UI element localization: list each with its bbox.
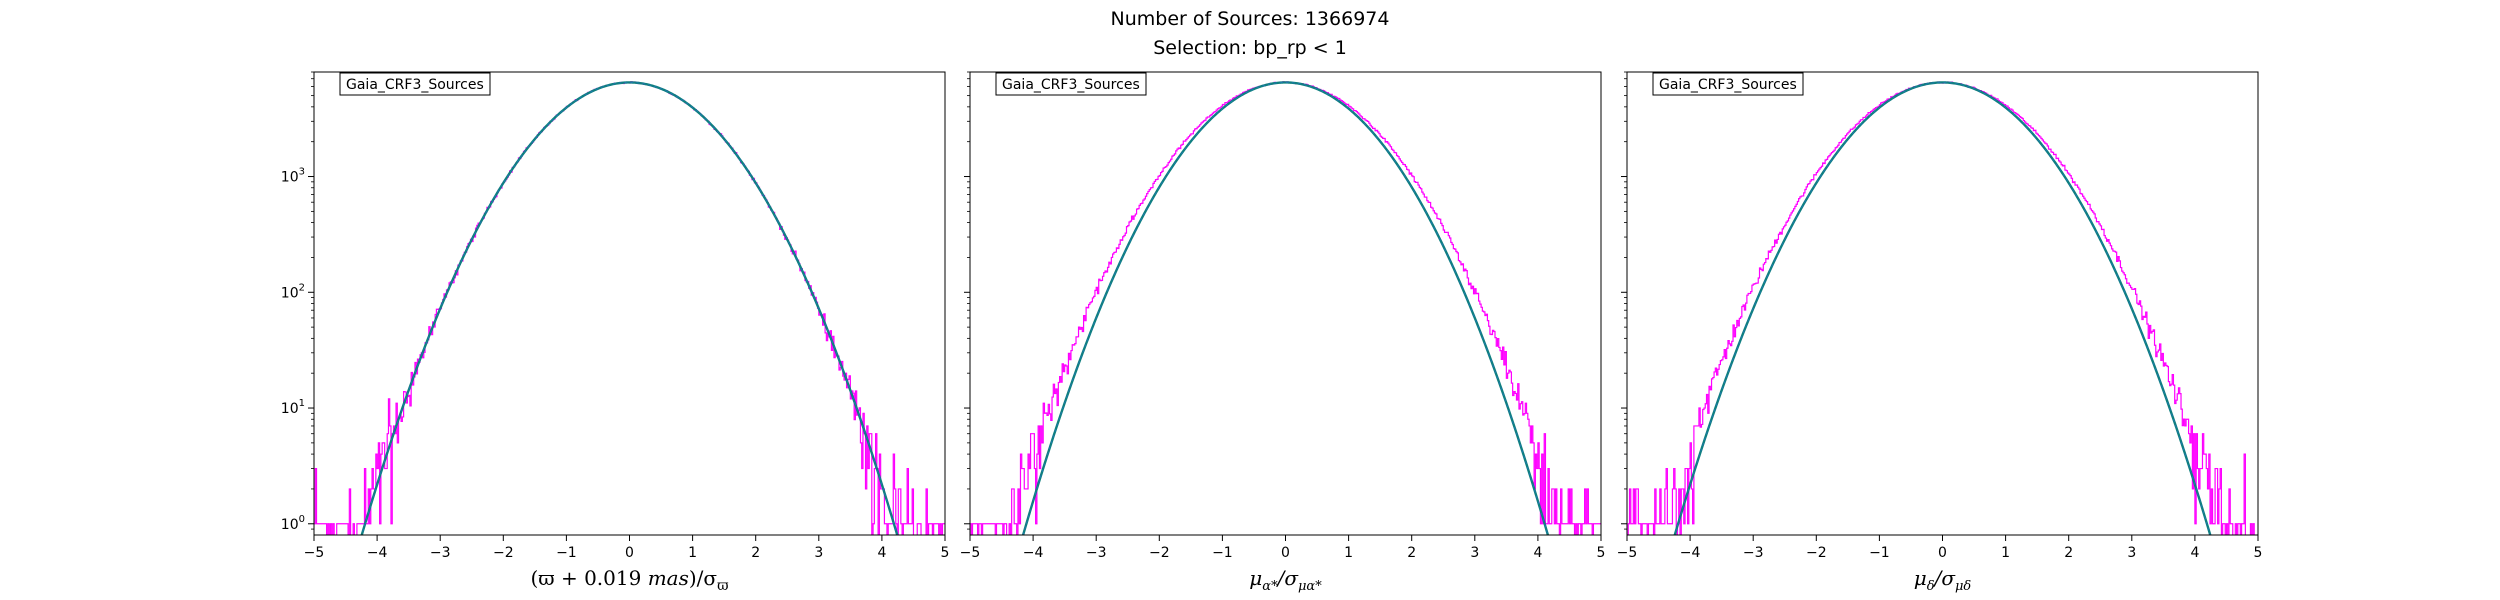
x-tick-label: −3 bbox=[430, 545, 451, 561]
fit-curve bbox=[1673, 81, 2212, 535]
tick-marks: −5 −4 −3 −2 −1 0 1 2 3 4 5 bbox=[960, 71, 1606, 561]
axes-frame bbox=[313, 71, 946, 536]
fit-curve-overlay bbox=[1674, 82, 2211, 535]
y-tick-label: 102 bbox=[281, 282, 305, 301]
x-label-mid: /σ bbox=[1276, 566, 1300, 590]
x-tick-label: −5 bbox=[304, 545, 325, 561]
x-tick-label: 3 bbox=[814, 545, 823, 561]
x-label-sub-2: μδ bbox=[1955, 579, 1971, 594]
x-tick-label: 1 bbox=[2001, 545, 2010, 561]
y-tick-label: 101 bbox=[281, 398, 305, 417]
histogram-series bbox=[970, 81, 1601, 535]
x-label-unit: mas bbox=[648, 566, 689, 590]
panel-pmra: −5 −4 −3 −2 −1 0 1 2 3 4 5 Gaia_CRF3_Sources μα*/σ… bbox=[960, 71, 1606, 594]
x-tick-label: 2 bbox=[751, 545, 760, 561]
x-axis-label: μα*/σμα* bbox=[1249, 566, 1322, 594]
x-label-mid: /σ bbox=[1933, 566, 1957, 590]
legend-label: Gaia_CRF3_Sources bbox=[1659, 77, 1797, 93]
x-axis-label: (ϖ + 0.019 mas)/σϖ bbox=[531, 566, 730, 594]
x-label-sub-1: δ bbox=[1927, 579, 1935, 594]
legend-box: Gaia_CRF3_Sources bbox=[995, 72, 1147, 96]
fit-curve bbox=[1021, 81, 1550, 535]
x-tick-label: −4 bbox=[1023, 545, 1044, 561]
x-tick-label: −3 bbox=[1086, 545, 1107, 561]
panel-pmdec: −5 −4 −3 −2 −1 0 1 2 3 4 5 Gaia_CRF3_Sources μδ/σμ… bbox=[1617, 71, 2263, 594]
y-tick-label: 103 bbox=[281, 167, 305, 186]
x-tick-label: 5 bbox=[1597, 545, 1606, 561]
fit-curve-overlay bbox=[361, 82, 898, 535]
fit-curve-overlay bbox=[1022, 82, 1549, 535]
x-label-subscript: ϖ bbox=[717, 578, 729, 594]
panel-parallax: −5 −4 −3 −2 −1 0 1 2 3 4 5 100 101 102 103 Gaia_CRF3_S… bbox=[281, 71, 950, 594]
x-tick-label: 2 bbox=[1407, 545, 1416, 561]
fit-curve bbox=[360, 81, 899, 535]
plot-area bbox=[970, 81, 1601, 535]
plot-area bbox=[1627, 81, 2255, 535]
x-tick-label: −1 bbox=[1869, 545, 1890, 561]
x-tick-label: 1 bbox=[1344, 545, 1353, 561]
x-tick-label: −2 bbox=[493, 545, 514, 561]
x-tick-label: −4 bbox=[367, 545, 388, 561]
clipped-plot bbox=[1627, 81, 2255, 535]
histogram-series bbox=[1627, 81, 2255, 535]
x-label-main: (ϖ + 0.019 bbox=[531, 566, 648, 590]
tick-marks: −5 −4 −3 −2 −1 0 1 2 3 4 5 100 101 102 103 bbox=[281, 71, 950, 561]
axes-frame bbox=[969, 71, 1602, 536]
x-label-sub-2: μα* bbox=[1298, 579, 1322, 594]
x-tick-label: 3 bbox=[1470, 545, 1479, 561]
x-tick-label: 5 bbox=[941, 545, 950, 561]
x-tick-label: 1 bbox=[688, 545, 697, 561]
x-tick-label: −1 bbox=[556, 545, 577, 561]
x-tick-label: 3 bbox=[2127, 545, 2136, 561]
x-label-main: μ bbox=[1249, 566, 1262, 590]
x-tick-label: 5 bbox=[2254, 545, 2263, 561]
x-tick-label: −5 bbox=[1617, 545, 1638, 561]
legend-label: Gaia_CRF3_Sources bbox=[1002, 77, 1140, 93]
legend-frame bbox=[1652, 72, 1804, 96]
x-tick-label: −5 bbox=[960, 545, 981, 561]
tick-marks: −5 −4 −3 −2 −1 0 1 2 3 4 5 bbox=[1617, 71, 2263, 561]
legend-box: Gaia_CRF3_Sources bbox=[1652, 72, 1804, 96]
legend-frame bbox=[995, 72, 1147, 96]
x-axis-label: μδ/σμδ bbox=[1914, 566, 1972, 594]
legend-label: Gaia_CRF3_Sources bbox=[346, 77, 484, 93]
x-label-sub-1: α* bbox=[1262, 579, 1278, 594]
suptitle-line-1: Number of Sources: 1366974 bbox=[1111, 8, 1390, 30]
legend-box: Gaia_CRF3_Sources bbox=[339, 72, 491, 96]
axes-spine bbox=[969, 71, 1602, 536]
legend-frame bbox=[339, 72, 491, 96]
axes-frame bbox=[1626, 71, 2259, 536]
x-tick-label: −1 bbox=[1212, 545, 1233, 561]
x-tick-label: −3 bbox=[1743, 545, 1764, 561]
x-tick-label: 0 bbox=[1281, 545, 1290, 561]
clipped-plot bbox=[970, 81, 1601, 535]
x-tick-label: 4 bbox=[877, 545, 886, 561]
x-label-main: μ bbox=[1914, 566, 1927, 590]
y-tick-label: 100 bbox=[281, 514, 305, 533]
x-tick-label: 0 bbox=[1938, 545, 1947, 561]
x-label-tail: )/σ bbox=[689, 566, 718, 590]
x-tick-label: 4 bbox=[2190, 545, 2199, 561]
x-tick-label: −2 bbox=[1806, 545, 1827, 561]
x-tick-label: −2 bbox=[1149, 545, 1170, 561]
x-tick-label: −4 bbox=[1680, 545, 1701, 561]
plot-area bbox=[314, 81, 945, 535]
axes-spine bbox=[313, 71, 946, 536]
x-tick-label: 2 bbox=[2064, 545, 2073, 561]
suptitle-line-2: Selection: bp_rp < 1 bbox=[1153, 37, 1347, 59]
axes-spine bbox=[1626, 71, 2259, 536]
x-tick-label: 4 bbox=[1533, 545, 1542, 561]
x-tick-label: 0 bbox=[625, 545, 634, 561]
histogram-series bbox=[314, 81, 945, 535]
clipped-plot bbox=[314, 81, 945, 535]
